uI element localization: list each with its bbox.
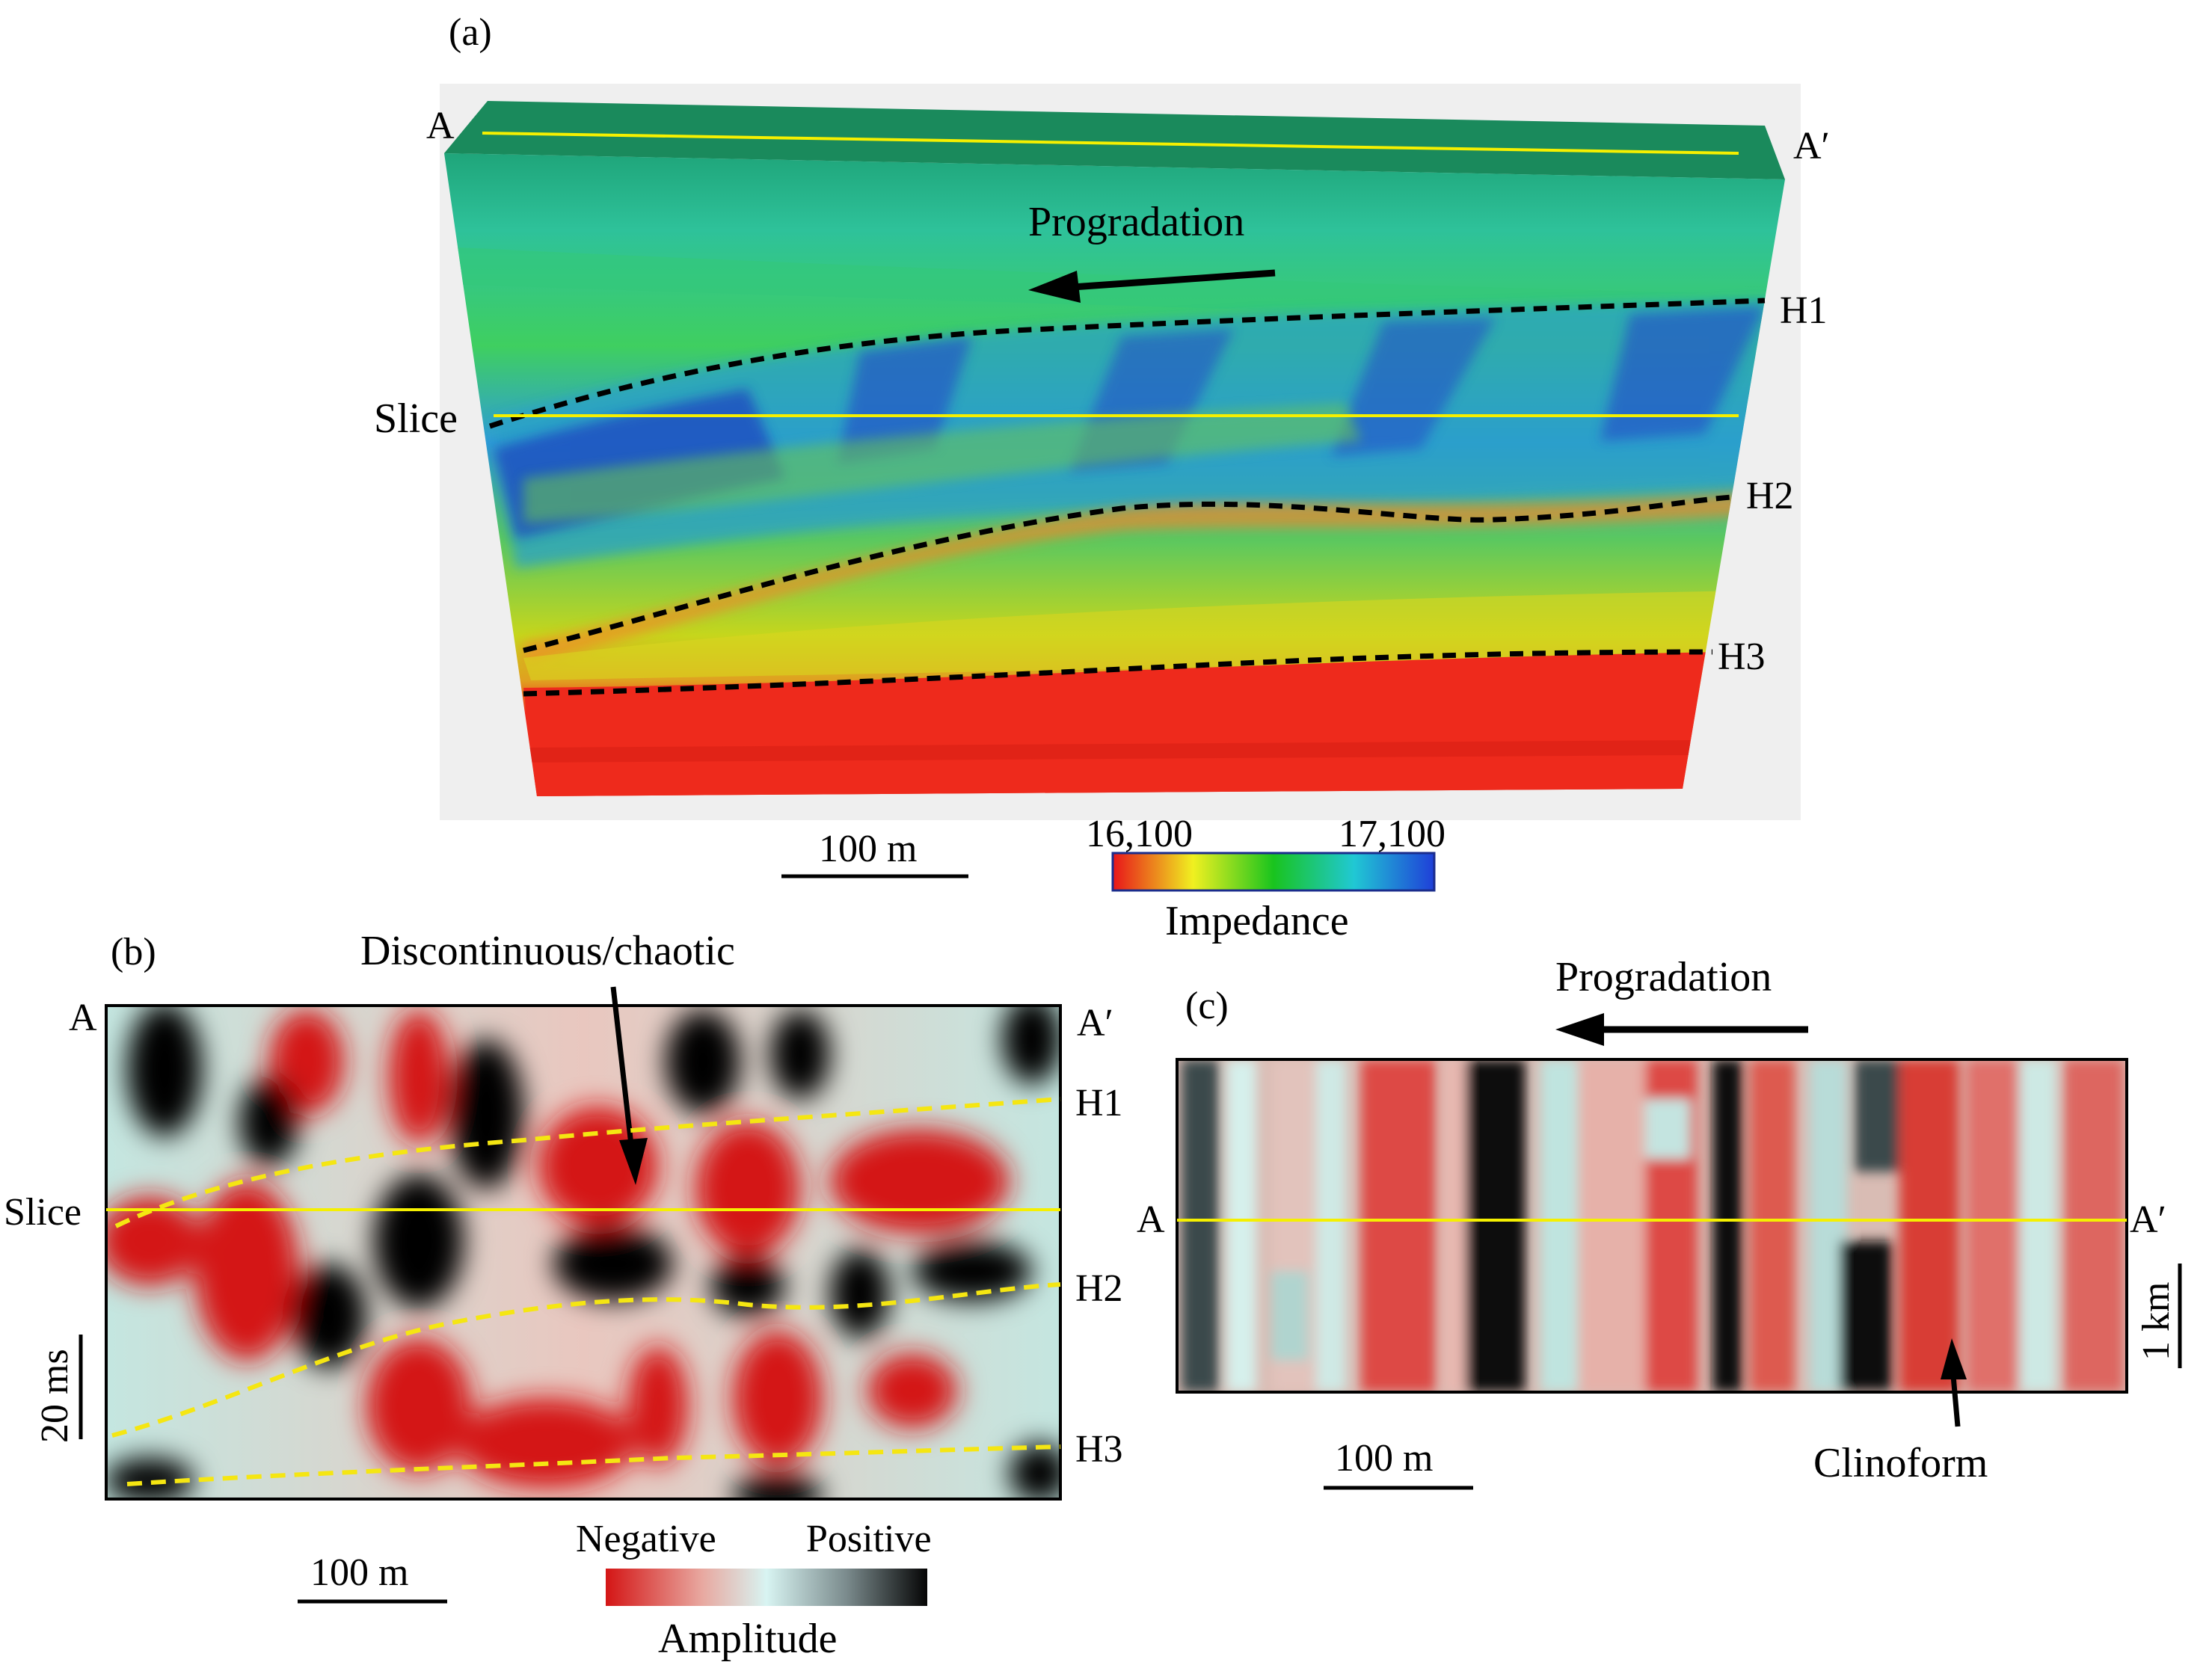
amplitude-slice: [1182, 1059, 2124, 1392]
panel-c-arrow-head: [1555, 1013, 1604, 1046]
panel-b-h1-label: H1: [1075, 1082, 1123, 1124]
panel-c-frame: [1176, 1058, 2128, 1394]
panel-b-annotation: Discontinuous/chaotic: [360, 928, 735, 974]
panel-b-label: (b): [111, 931, 156, 973]
panel-b-vertical-scale-label: 20 ms: [34, 1349, 76, 1443]
panel-b-slice-label: Slice: [4, 1191, 82, 1234]
clinoform-arrow: [1950, 1375, 1961, 1427]
block-layers: [444, 247, 1785, 796]
panel-a-slice-label: Slice: [374, 396, 458, 442]
horizon-h2-b: [111, 1282, 1061, 1438]
panel-c-endpoint-a: A: [1137, 1198, 1165, 1241]
panel-b-arrow-head: [619, 1138, 648, 1185]
horizon-h2-a: [523, 494, 1732, 653]
panel-a-endpoint-a-prime: A′: [1793, 125, 1830, 167]
horizon-h3-a: [523, 649, 1713, 697]
impedance-colorbar: [1111, 852, 1436, 892]
panel-a-h1-label: H1: [1780, 289, 1828, 332]
horizon-h1-b: [114, 1097, 1061, 1228]
panel-a-h3-label: H3: [1718, 635, 1766, 678]
amplitude-negative-label: Negative: [576, 1518, 716, 1560]
clinoform-arrow-head: [1941, 1338, 1967, 1379]
panel-b-annotation-arrow: [610, 986, 635, 1152]
amplitude-colorbar: [606, 1569, 927, 1606]
panel-b-h2-label: H2: [1075, 1267, 1123, 1310]
panel-c-progradation-label: Progradation: [1555, 954, 1772, 1000]
impedance-min-label: 16,100: [1086, 813, 1193, 855]
panel-a-progradation-label: Progradation: [1028, 199, 1244, 245]
panel-a-h2-label: H2: [1746, 475, 1794, 517]
panel-a-scale-label: 100 m: [819, 828, 917, 870]
panel-b-h3-label: H3: [1075, 1428, 1123, 1471]
panel-c-endpoint-a-prime: A′: [2130, 1198, 2166, 1241]
panel-b: (b) Discontinuous/chaotic: [4, 928, 1123, 1662]
panel-c-scale-label: 100 m: [1335, 1437, 1433, 1480]
amplitude-section: [106, 1006, 1060, 1499]
panel-a-label: (a): [449, 11, 492, 54]
impedance-max-label: 17,100: [1339, 813, 1446, 855]
clinoform-label: Clinoform: [1813, 1440, 1988, 1486]
panel-c-vertical-scale-label: 1 km: [2135, 1282, 2178, 1361]
panel-a: (a) A A′ Progradati: [374, 11, 1830, 944]
amplitude-title: Amplitude: [658, 1616, 838, 1662]
horizon-h3-b: [126, 1444, 1061, 1486]
amplitude-positive-label: Positive: [806, 1518, 932, 1560]
panel-a-endpoint-a: A: [426, 105, 455, 147]
panel-c-label: (c): [1185, 985, 1229, 1027]
panel-a-progradation-arrow: [1061, 269, 1276, 292]
panel-b-frame: [105, 1004, 1062, 1501]
a-a-prime-line: [482, 132, 1739, 155]
panel-a-arrow-head: [1028, 271, 1081, 303]
panel-b-endpoint-a-prime: A′: [1077, 1002, 1113, 1044]
panel-b-endpoint-a: A: [69, 997, 97, 1039]
impedance-title: Impedance: [1165, 898, 1349, 944]
panel-b-scale-label: 100 m: [310, 1551, 408, 1594]
panel-c: (c) Progradation: [1137, 954, 2182, 1490]
